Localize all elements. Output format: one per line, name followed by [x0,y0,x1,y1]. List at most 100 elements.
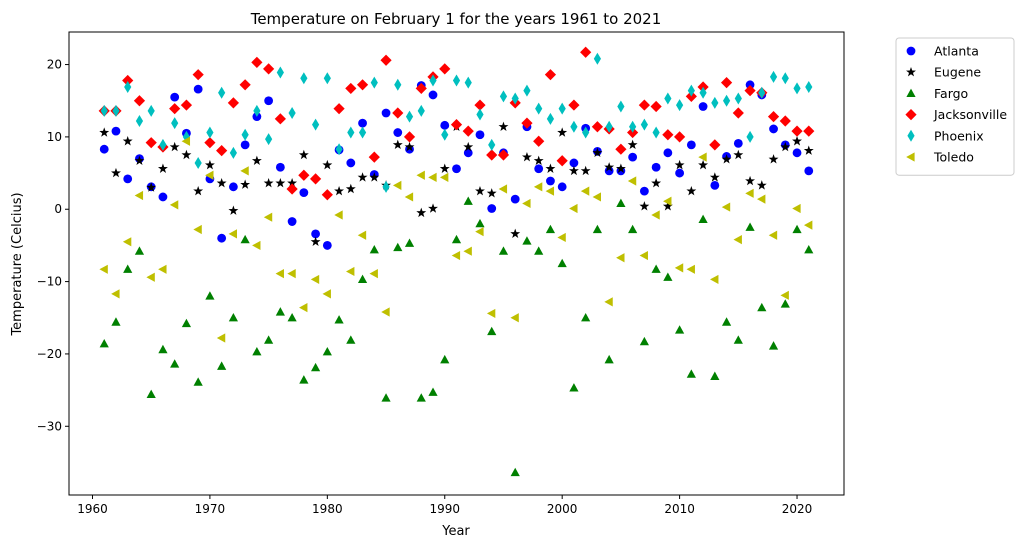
point-toledo [287,269,296,279]
point-jacksonville [474,99,486,111]
axes: 1960 1970 1980 1990 2000 2010 2020 −30 −20 −10 0 10… [37,31,845,516]
point-phoenix [711,96,719,109]
chart-title: Temperature on February 1 for the years … [250,10,662,28]
legend-marker-toledo [906,152,915,162]
point-jacksonville [204,137,216,149]
point-phoenix [276,66,284,79]
point-toledo [522,198,531,209]
point-toledo [181,136,191,146]
point-toledo [463,246,472,256]
point-eugene [428,203,438,213]
point-phoenix [147,104,155,117]
legend-marker-fargo [906,88,916,97]
series-toledo [99,136,813,343]
point-eugene [580,165,591,176]
point-fargo [299,375,309,384]
point-jacksonville [169,103,181,115]
point-atlanta [170,92,180,102]
point-fargo [111,317,121,326]
point-eugene [357,172,368,182]
x-tick-label: 1960 [77,502,108,516]
point-atlanta [557,182,567,192]
point-fargo [217,361,227,370]
point-atlanta [99,144,109,154]
point-toledo [310,274,320,285]
point-eugene [146,182,157,192]
point-atlanta [240,140,250,150]
point-eugene [698,159,709,170]
point-atlanta [686,140,696,150]
legend-label: Jacksonville [933,107,1007,122]
point-fargo [557,258,567,268]
point-fargo [592,224,603,234]
point-jacksonville [615,143,627,155]
point-fargo [757,302,767,312]
point-fargo [639,336,649,346]
point-toledo [616,253,625,263]
point-eugene [157,163,168,173]
point-phoenix [805,80,813,93]
point-jacksonville [216,145,228,157]
point-jacksonville [533,135,545,147]
point-jacksonville [286,183,298,195]
point-phoenix [652,126,660,139]
point-atlanta [264,96,274,106]
point-atlanta [158,192,168,202]
legend-label: Toledo [933,150,974,165]
point-jacksonville [345,82,357,95]
point-jacksonville [263,63,275,75]
y-tick-label: 0 [54,202,62,216]
point-fargo [158,344,168,354]
point-toledo [510,313,519,323]
legend-box [895,37,1015,176]
point-jacksonville [591,121,604,133]
point-toledo [757,194,766,204]
point-eugene [662,201,673,211]
point-phoenix [664,92,672,105]
point-jacksonville [568,99,580,111]
point-fargo [146,389,156,399]
point-phoenix [265,133,273,146]
point-toledo [404,192,414,202]
point-eugene [721,154,732,164]
point-atlanta [510,194,520,204]
point-atlanta [111,126,121,136]
point-atlanta [651,162,661,172]
point-eugene [134,155,145,165]
y-tick-label: −20 [37,347,62,361]
point-toledo [111,289,120,299]
point-jacksonville [580,46,592,58]
point-phoenix [640,118,648,131]
legend-label: Eugene [934,65,981,80]
point-fargo [686,369,696,378]
point-jacksonville [298,169,310,181]
point-phoenix [488,138,496,151]
point-toledo [733,235,742,245]
point-jacksonville [803,125,815,137]
point-jacksonville [779,115,791,127]
point-toledo [169,200,179,210]
point-toledo [357,230,367,240]
point-fargo [322,346,332,356]
point-phoenix [546,112,555,125]
point-phoenix [253,104,261,117]
point-jacksonville [709,139,721,151]
point-phoenix [605,120,613,133]
legend-entry-eugene: Eugene [906,65,981,80]
point-toledo [545,186,555,196]
point-jacksonville [674,131,686,143]
point-eugene [111,167,121,178]
point-toledo [216,333,226,343]
point-phoenix [499,90,508,103]
point-eugene [768,154,779,164]
legend-marker-jacksonville [905,109,917,121]
point-toledo [416,170,425,180]
point-eugene [604,162,615,172]
point-eugene [322,159,333,170]
point-jacksonville [791,125,803,137]
point-phoenix [676,99,684,112]
point-jacksonville [321,189,333,201]
point-fargo [416,393,426,402]
legend-label: Phoenix [934,128,984,143]
point-atlanta [804,166,814,176]
